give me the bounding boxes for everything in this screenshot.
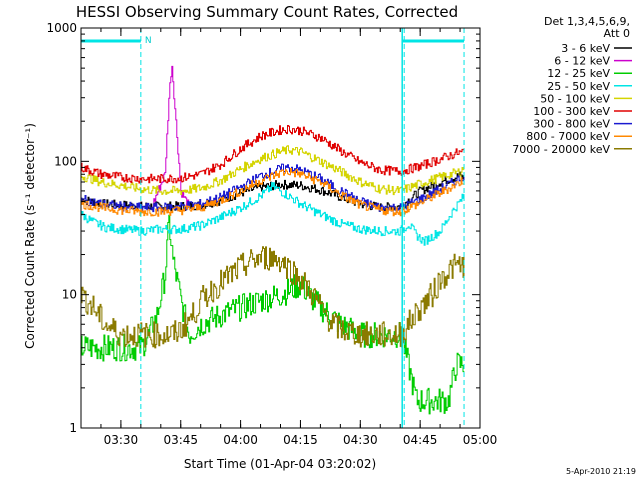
legend-label: 6 - 12 keV: [554, 55, 610, 68]
x-tick-label: 04:45: [403, 433, 438, 447]
x-tick-label: 04:00: [223, 433, 258, 447]
y-axis-label: Corrected Count Rate (s⁻¹ detector⁻¹): [23, 123, 37, 349]
legend-label: 300 - 800 keV: [533, 118, 610, 131]
legend-label: 3 - 6 keV: [561, 42, 610, 55]
x-axis-label: Start Time (01-Apr-04 03:20:02): [184, 457, 376, 471]
legend-label: 800 - 7000 keV: [526, 130, 610, 143]
x-tick-label: 03:30: [104, 433, 139, 447]
legend-header-line: Att 0: [604, 27, 630, 40]
x-tick-label: 04:30: [343, 433, 378, 447]
footer-date: 5-Apr-2010 21:19: [566, 467, 636, 476]
y-tick-label: 10: [62, 288, 77, 302]
legend-label: 7000 - 20000 keV: [512, 143, 610, 156]
chart-title: HESSI Observing Summary Count Rates, Cor…: [76, 3, 458, 21]
x-tick-label: 04:15: [283, 433, 318, 447]
y-tick-label: 1: [69, 421, 77, 435]
legend-label: 50 - 100 keV: [540, 92, 610, 105]
x-tick-label: 05:00: [463, 433, 498, 447]
y-tick-label: 100: [54, 154, 77, 168]
legend-label: 25 - 50 keV: [547, 80, 610, 93]
flag-label: N: [145, 36, 152, 46]
legend-label: 12 - 25 keV: [547, 67, 610, 80]
x-tick-label: 03:45: [163, 433, 198, 447]
y-tick-label: 1000: [46, 21, 77, 35]
legend-label: 100 - 300 keV: [533, 105, 610, 118]
